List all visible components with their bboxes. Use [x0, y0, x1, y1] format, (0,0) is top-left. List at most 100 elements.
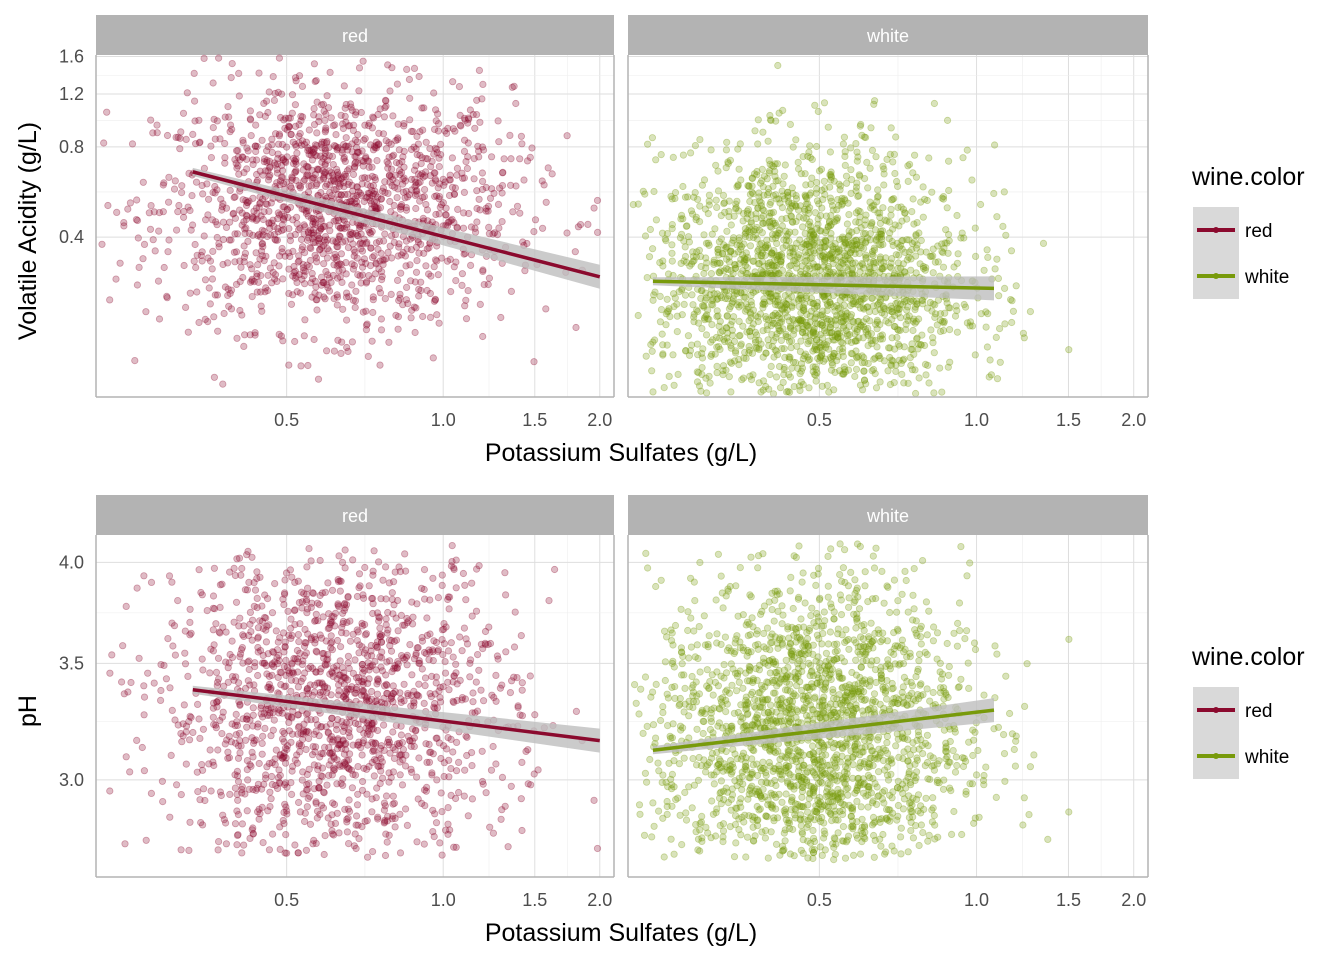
data-point: [394, 81, 400, 87]
data-point: [282, 125, 288, 131]
data-point: [322, 183, 328, 189]
data-point: [893, 134, 899, 140]
data-point: [892, 170, 898, 176]
data-point: [179, 183, 185, 189]
data-point: [824, 382, 830, 388]
data-point: [937, 328, 943, 334]
data-point: [198, 819, 204, 825]
data-point: [143, 309, 149, 315]
data-point: [766, 157, 772, 163]
data-point: [888, 362, 894, 368]
data-point: [758, 267, 764, 273]
data-point: [242, 250, 248, 256]
data-point: [267, 789, 273, 795]
data-point: [901, 296, 907, 302]
data-point: [476, 196, 482, 202]
data-point: [487, 195, 493, 201]
data-point: [887, 381, 893, 387]
data-point: [718, 236, 724, 242]
data-point: [336, 830, 342, 836]
data-point: [352, 304, 358, 310]
data-point: [355, 763, 361, 769]
data-point: [414, 257, 420, 263]
data-point: [463, 597, 469, 603]
x-tick-label: 2.0: [587, 410, 612, 430]
data-point: [341, 681, 347, 687]
data-point: [363, 766, 369, 772]
data-point: [871, 245, 877, 251]
data-point: [232, 259, 238, 265]
data-point: [415, 796, 421, 802]
data-point: [214, 118, 220, 124]
data-point: [511, 644, 517, 650]
data-point: [703, 240, 709, 246]
data-point: [864, 304, 870, 310]
data-point: [350, 171, 356, 177]
data-point: [293, 159, 299, 165]
data-point: [214, 234, 220, 240]
data-point: [273, 628, 279, 634]
data-point: [369, 254, 375, 260]
data-point: [382, 179, 388, 185]
data-point: [315, 763, 321, 769]
data-point: [760, 213, 766, 219]
data-point: [282, 801, 288, 807]
data-point: [222, 140, 228, 146]
data-point: [669, 242, 675, 248]
data-point: [796, 383, 802, 389]
data-point: [229, 721, 235, 727]
data-point: [364, 791, 370, 797]
data-point: [445, 648, 451, 654]
data-point: [448, 640, 454, 646]
data-point: [342, 741, 348, 747]
y-axis-title: Volatile Acidity (g/L): [14, 122, 42, 340]
data-point: [437, 204, 443, 210]
data-point: [141, 241, 147, 247]
data-point: [105, 202, 111, 208]
data-point: [290, 139, 296, 145]
data-point: [413, 774, 419, 780]
data-point: [852, 325, 858, 331]
data-point: [416, 681, 422, 687]
data-point: [840, 353, 846, 359]
data-point: [416, 755, 422, 761]
data-point: [339, 339, 345, 345]
data-point: [848, 145, 854, 151]
data-point: [290, 292, 296, 298]
data-point: [328, 821, 334, 827]
data-point: [477, 119, 483, 125]
data-point: [292, 123, 298, 129]
data-point: [247, 262, 253, 268]
data-point: [186, 847, 192, 853]
data-point: [381, 807, 387, 813]
data-point: [699, 364, 705, 370]
data-point: [202, 316, 208, 322]
data-point: [372, 174, 378, 180]
data-point: [722, 295, 728, 301]
data-point: [768, 224, 774, 230]
data-point: [459, 271, 465, 277]
data-point: [585, 221, 591, 227]
data-point: [215, 847, 221, 853]
data-point: [829, 202, 835, 208]
data-point: [364, 818, 370, 824]
data-point: [286, 362, 292, 368]
data-point: [649, 135, 655, 141]
data-point: [726, 213, 732, 219]
data-point: [721, 242, 727, 248]
data-point: [546, 597, 552, 603]
outlier-point: [594, 197, 600, 203]
data-point: [235, 811, 241, 817]
data-point: [378, 276, 384, 282]
data-point: [911, 221, 917, 227]
data-point: [517, 156, 523, 162]
data-point: [738, 290, 744, 296]
data-point: [323, 268, 329, 274]
data-point: [305, 213, 311, 219]
outlier-point: [812, 102, 818, 108]
data-point: [117, 260, 123, 266]
data-point: [432, 257, 438, 263]
data-point: [820, 358, 826, 364]
y-tick-label: 1.2: [59, 84, 84, 104]
data-point: [838, 339, 844, 345]
